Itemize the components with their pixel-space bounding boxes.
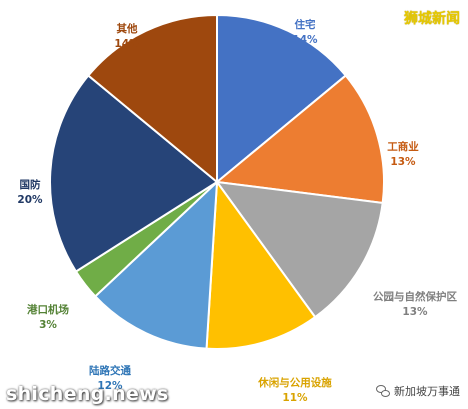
brand-logo-text: 狮城新闻 <box>404 11 460 27</box>
slice-label: 陆路交通 <box>89 364 131 377</box>
slice-label: 住宅 <box>295 18 316 31</box>
pie-slice <box>93 179 219 350</box>
slice-value-label: 3% <box>39 319 57 331</box>
slice-label: 休闲与公用设施 <box>257 376 332 389</box>
slice-value-label: 11% <box>282 392 308 404</box>
slice-value-label: 13% <box>402 306 428 318</box>
pie-slice <box>49 74 219 273</box>
slice-value-label: 20% <box>17 194 43 206</box>
slice-value-label: 14% <box>292 34 318 46</box>
watermark-account-label: 新加坡万事通 <box>394 385 460 398</box>
pie-slice <box>214 74 385 205</box>
pie-slice <box>205 179 317 350</box>
pie-slice <box>214 180 384 319</box>
watermark-site: shicheng.news <box>6 383 169 405</box>
slice-label: 公园与自然保护区 <box>373 290 457 303</box>
slice-value-label: 12% <box>97 380 123 392</box>
watermark-account: 新加坡万事通 <box>376 383 460 399</box>
slice-label: 其他 <box>117 22 138 35</box>
pie-slice <box>86 13 218 185</box>
slice-value-label: 14% <box>114 38 140 50</box>
slice-label: 港口机场 <box>27 303 69 316</box>
wechat-icon <box>376 385 390 397</box>
pie-slice <box>216 13 348 185</box>
slice-value-label: 13% <box>390 156 416 168</box>
slice-label: 工商业 <box>387 140 419 153</box>
slice-label: 国防 <box>20 178 41 191</box>
